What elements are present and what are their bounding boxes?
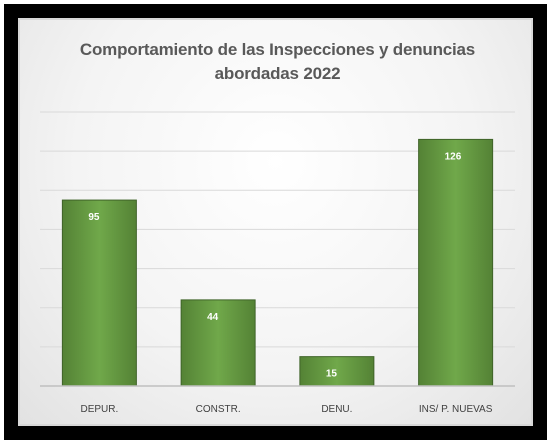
x-tick-label-2: DENU. <box>321 404 352 415</box>
x-tick-label-1: CONSTR. <box>196 404 241 415</box>
bar-2 <box>299 356 375 387</box>
bar-chart: 95 DEPUR. 44 CONSTR. 15 DENU. 126 INS/ P. NUEVA… <box>40 111 515 415</box>
x-tick-label-3: INS/ P. NUEVAS <box>419 404 493 415</box>
chart-title: Comportamiento de las Inspecciones y den… <box>60 38 495 86</box>
data-label-2: 15 <box>326 369 338 380</box>
data-label-0: 95 <box>88 212 100 223</box>
chart-title-line-1: Comportamiento de las Inspecciones y den… <box>79 40 476 59</box>
chart-area: Comportamiento de las Inspecciones y den… <box>18 18 533 426</box>
data-label-3: 126 <box>445 151 462 162</box>
bar-3 <box>418 138 494 387</box>
bar-1 <box>180 299 256 387</box>
data-label-1: 44 <box>207 312 219 323</box>
chart-outer-frame: Comportamiento de las Inspecciones y den… <box>4 4 547 440</box>
bar-0 <box>61 199 137 387</box>
x-tick-label-0: DEPUR. <box>80 404 118 415</box>
chart-title-line-2: abordadas 2022 <box>214 64 341 83</box>
